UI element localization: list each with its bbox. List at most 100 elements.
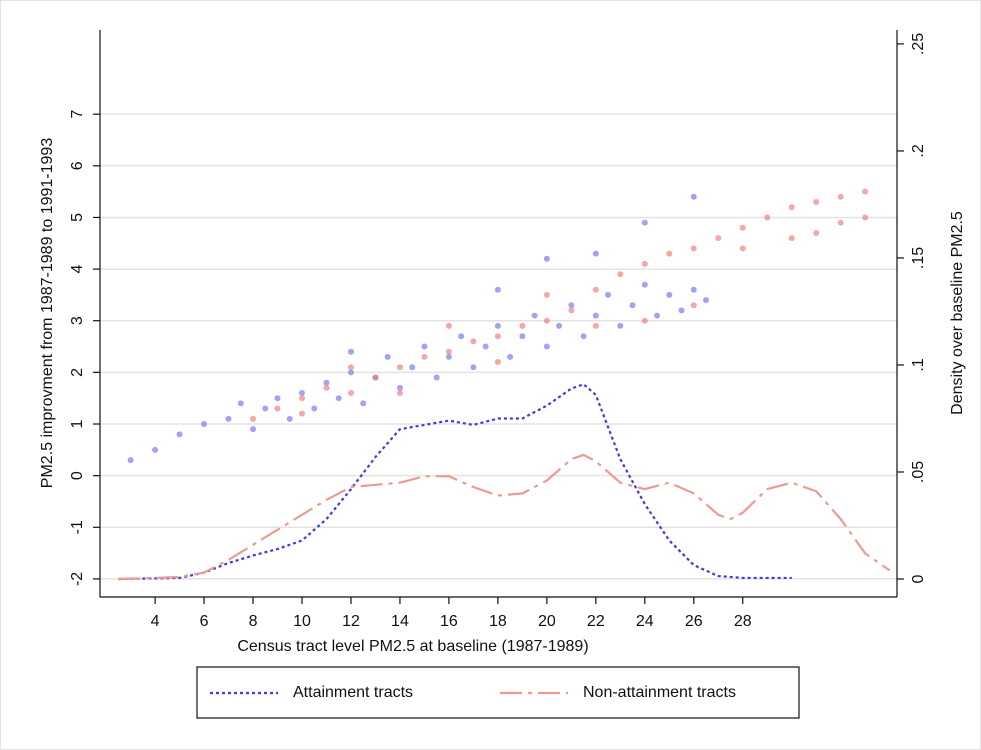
point (250, 426, 257, 433)
point (347, 364, 354, 371)
point (837, 193, 844, 200)
x-tick-label: 8 (249, 613, 258, 630)
point (641, 219, 648, 226)
point (299, 410, 306, 417)
scatter-points (250, 188, 869, 422)
point (592, 250, 599, 257)
point (862, 188, 869, 195)
point (494, 286, 501, 293)
point (519, 322, 526, 329)
point (347, 369, 354, 376)
x-tick-label: 22 (587, 613, 605, 630)
point (580, 333, 587, 340)
y-axis-title: PM2.5 improvment from 1987-1989 to 1991-… (39, 138, 56, 489)
point (421, 353, 428, 360)
point (813, 198, 820, 205)
point (507, 353, 514, 360)
x-axis-title: Census tract level PM2.5 at baseline (19… (237, 638, 588, 655)
point (299, 390, 306, 397)
point (641, 281, 648, 288)
point (323, 384, 330, 391)
point (225, 415, 232, 422)
point (409, 364, 416, 371)
y2-tick-label: .25 (910, 33, 927, 55)
point (690, 302, 697, 309)
point (678, 307, 685, 314)
y2-tick-label: .2 (910, 144, 927, 157)
y2-axis-title: Density over baseline PM2.5 (949, 211, 966, 415)
point (592, 312, 599, 319)
point (519, 333, 526, 340)
point (739, 224, 746, 231)
point (274, 395, 281, 402)
point (347, 348, 354, 355)
x-tick-label: 6 (200, 613, 209, 630)
point (237, 400, 244, 407)
point (445, 322, 452, 329)
y2-tick-label: .1 (910, 358, 927, 371)
point (384, 353, 391, 360)
point (274, 405, 281, 412)
point (262, 405, 269, 412)
y-tick-label: 4 (69, 265, 86, 274)
point (617, 322, 624, 329)
point (494, 359, 501, 366)
point (176, 431, 183, 438)
point (494, 322, 501, 329)
legend-label: Non-attainment tracts (583, 684, 736, 701)
point (715, 235, 722, 242)
density-line (118, 382, 792, 581)
x-tick-label: 16 (440, 613, 458, 630)
x-tick-label: 24 (636, 613, 654, 630)
point (396, 384, 403, 391)
y2-tick-label: 0 (910, 574, 927, 583)
point (543, 291, 550, 298)
point (837, 219, 844, 226)
point (470, 338, 477, 345)
point (813, 229, 820, 236)
x-tick-label: 14 (391, 613, 409, 630)
point (592, 322, 599, 329)
point (543, 317, 550, 324)
x-tick-label: 4 (151, 613, 160, 630)
point (568, 302, 575, 309)
point (788, 235, 795, 242)
y-tick-label: 1 (69, 419, 86, 428)
point (862, 214, 869, 221)
point (127, 457, 134, 464)
point (605, 291, 612, 298)
point (323, 379, 330, 386)
point (690, 193, 697, 200)
point (201, 421, 208, 428)
point (482, 343, 489, 350)
point (739, 245, 746, 252)
x-tick-label: 28 (734, 613, 752, 630)
legend-label: Attainment tracts (293, 684, 413, 701)
legend-box (196, 666, 800, 719)
point (543, 255, 550, 262)
scatter-points (127, 193, 710, 464)
point (335, 395, 342, 402)
y-tick-label: 5 (69, 213, 86, 222)
point (690, 245, 697, 252)
point (347, 390, 354, 397)
y-tick-label: -1 (69, 520, 86, 534)
point (433, 374, 440, 381)
point (286, 415, 293, 422)
point (592, 286, 599, 293)
point (299, 395, 306, 402)
x-tick-label: 12 (342, 613, 360, 630)
y-tick-label: 7 (69, 110, 86, 119)
point (458, 333, 465, 340)
x-tick-label: 10 (293, 613, 311, 630)
point (360, 400, 367, 407)
point (641, 260, 648, 267)
y-tick-label: 6 (69, 161, 86, 170)
y-tick-label: -2 (69, 572, 86, 586)
y2-tick-label: .15 (910, 247, 927, 269)
point (629, 302, 636, 309)
point (666, 250, 673, 257)
point (543, 343, 550, 350)
